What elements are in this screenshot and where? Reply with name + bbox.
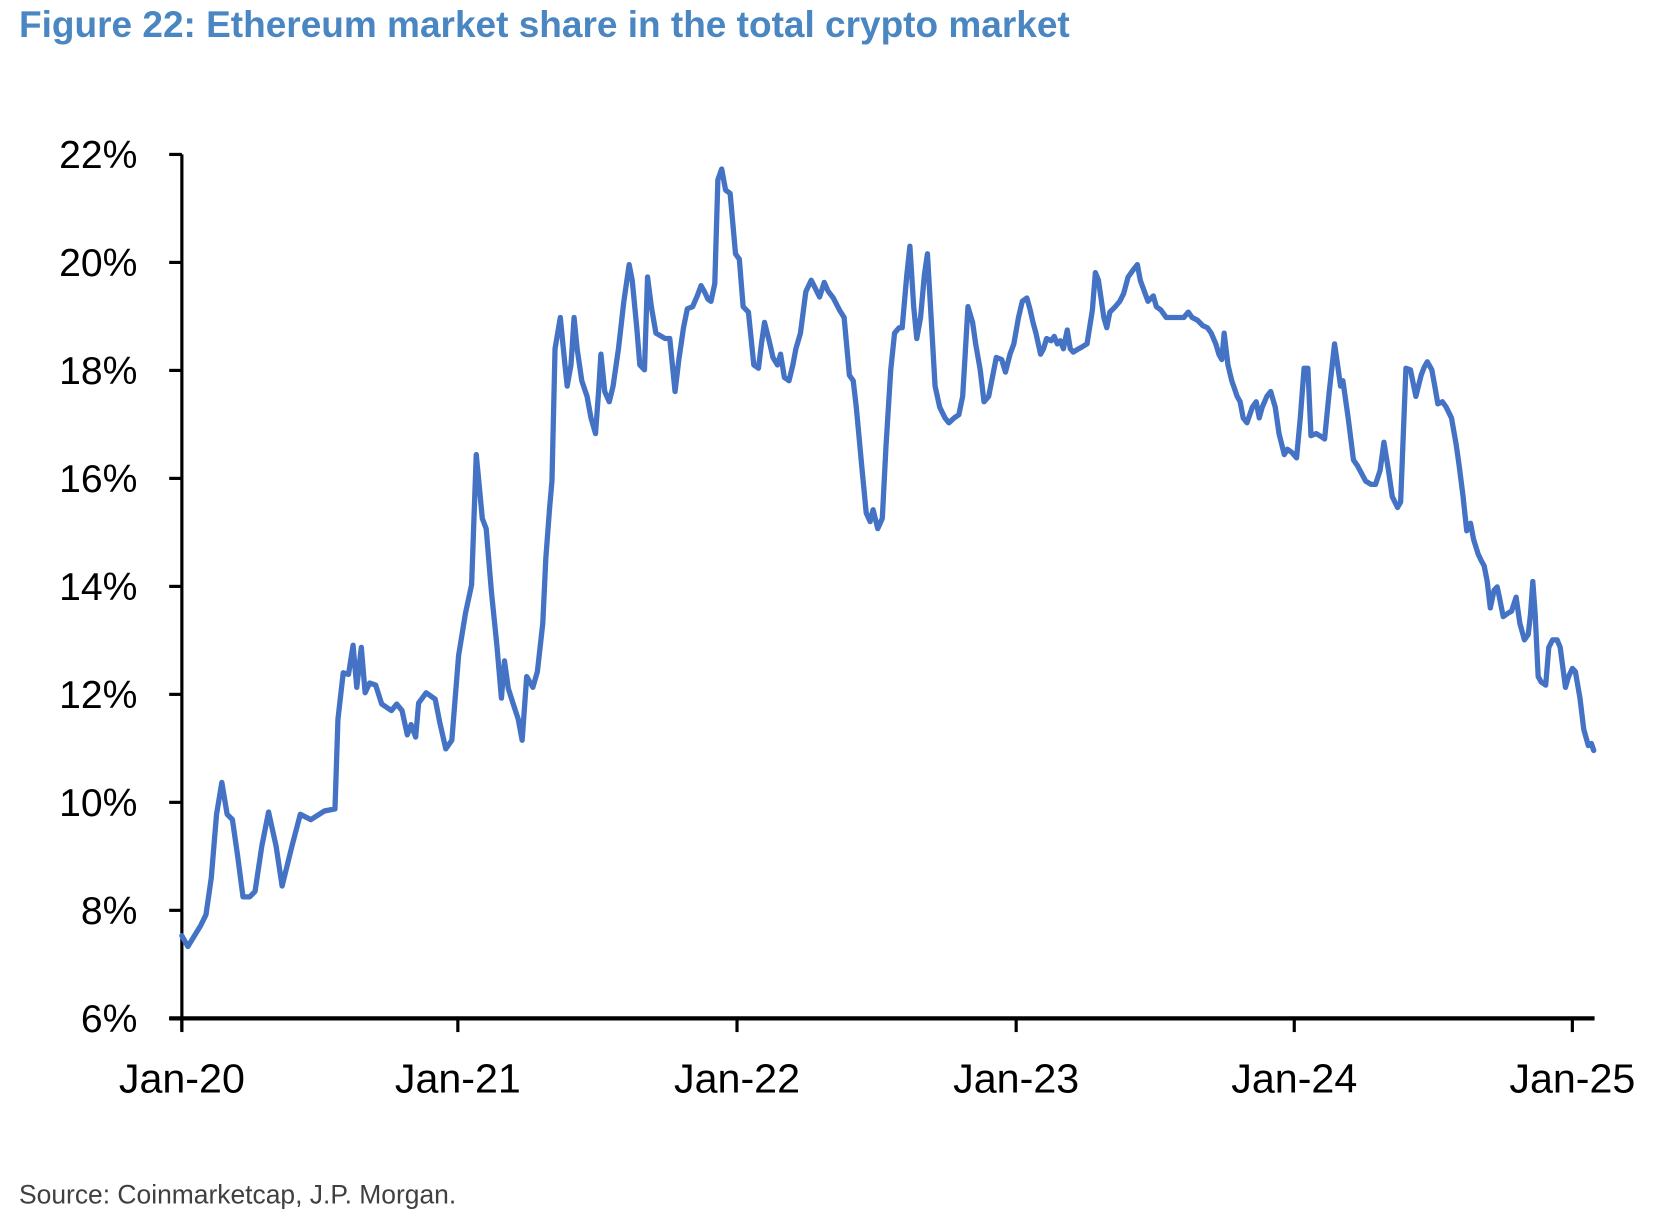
x-tick-label: Jan-23	[953, 1055, 1079, 1101]
y-tick-label: 16%	[59, 458, 137, 501]
y-tick-label: 20%	[59, 242, 137, 285]
source-note: Source: Coinmarketcap, J.P. Morgan.	[19, 1179, 456, 1209]
y-tick-label: 18%	[59, 350, 137, 393]
x-tick-label: Jan-21	[395, 1055, 521, 1101]
series-line	[179, 166, 1597, 950]
y-tick-label: 14%	[59, 566, 137, 609]
x-tick-label: Jan-22	[674, 1055, 800, 1101]
y-tick-label: 22%	[59, 134, 137, 177]
chart-title: Figure 22: Ethereum market share in the …	[19, 4, 1070, 45]
y-axis: 6% 8% 10% 12% 14% 16% 18% 20% 22%	[59, 134, 184, 1041]
x-tick-label: Jan-20	[119, 1055, 245, 1101]
y-tick-label: 12%	[59, 674, 137, 717]
y-tick-label: 6%	[81, 998, 138, 1041]
x-axis: Jan-20 Jan-21 Jan-22 Jan-23 Jan-24 Jan-25	[119, 1016, 1635, 1101]
y-tick-label: 10%	[59, 782, 137, 825]
series-group	[179, 166, 1597, 950]
y-tick-label: 8%	[81, 890, 138, 933]
x-tick-label: Jan-24	[1231, 1055, 1357, 1101]
x-tick-label: Jan-25	[1509, 1055, 1635, 1101]
